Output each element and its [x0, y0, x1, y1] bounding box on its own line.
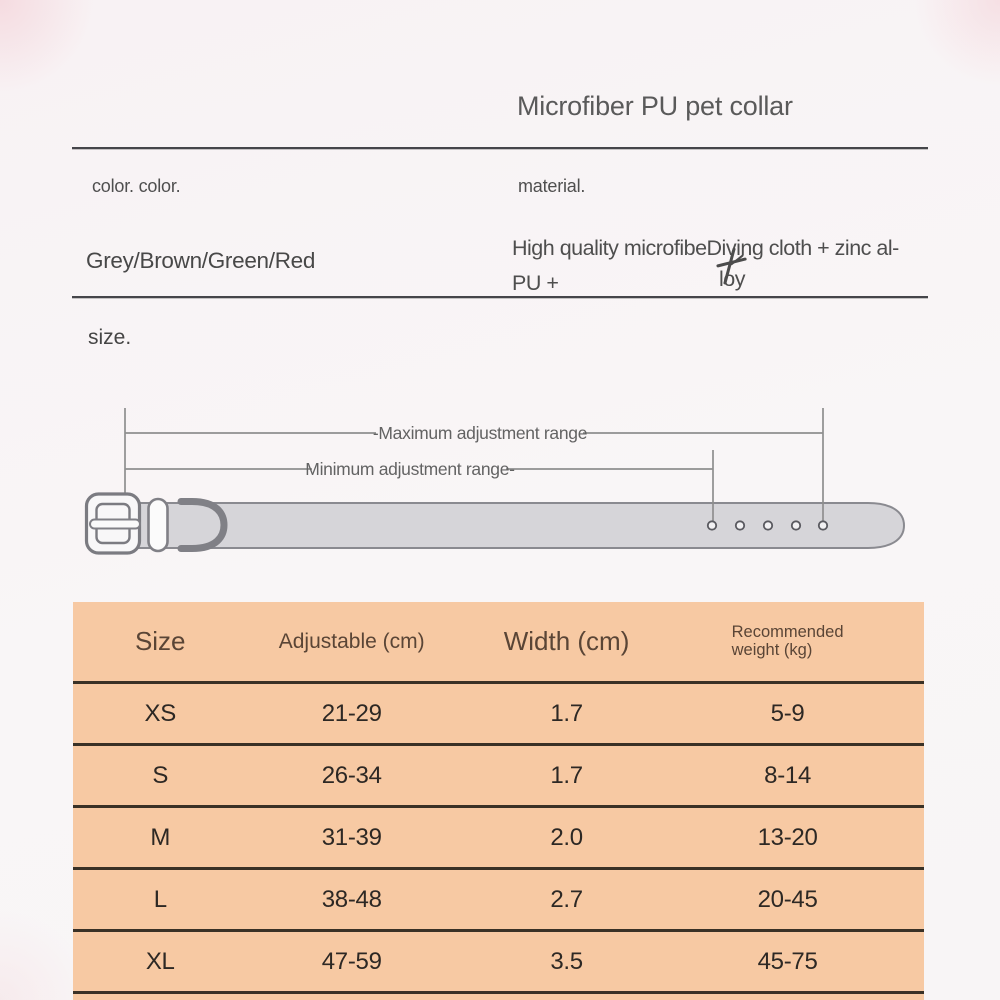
color-value: Grey/Brown/Green/Red [86, 248, 316, 273]
size-section-label: size. [88, 326, 132, 349]
cell-adjustable: 26-34 [321, 761, 382, 789]
belt-strap [109, 502, 906, 549]
belt-holes [706, 520, 829, 531]
max-range-label: -Maximum adjustment range [373, 423, 587, 443]
material-value: High quality microfibeDiving cloth + zin… [512, 231, 899, 301]
cell-weight: 5-9 [770, 699, 805, 727]
cell-adjustable: 31-39 [321, 823, 382, 851]
cell-size: S [152, 761, 169, 789]
belt-keeper-loop [147, 497, 169, 553]
cell-size: L [153, 885, 167, 913]
header-size: Size [134, 626, 186, 656]
min-range-label: Minimum adjustment range- [305, 459, 515, 479]
divider-top [72, 147, 928, 149]
measurement-guides [124, 408, 824, 522]
page-title: Microfiber PU pet collar [517, 91, 793, 121]
cell-size: M [150, 823, 171, 851]
header-weight: Recommended weight (kg) [677, 622, 924, 660]
size-table-header: Size Adjustable (cm) Width (cm) Recommen… [73, 602, 924, 684]
cell-adjustable: 21-29 [321, 699, 382, 727]
cell-size: XS [144, 699, 177, 727]
header-width: Width (cm) [503, 626, 630, 656]
belt-d-ring [177, 498, 228, 552]
header-weight-line1: Recommended [731, 622, 844, 641]
color-label: color. color. [92, 176, 181, 196]
cell-width: 1.7 [550, 699, 583, 727]
table-row-s: S 26-34 1.7 8-14 [73, 746, 924, 808]
cell-adjustable: 47-59 [321, 947, 382, 975]
cell-weight: 45-75 [757, 947, 818, 975]
material-value-line1: High quality microfibeDiving cloth + zin… [512, 236, 899, 260]
cell-weight: 20-45 [757, 885, 818, 913]
buckle-prong [89, 518, 141, 530]
table-row-xs: XS 21-29 1.7 5-9 [73, 684, 924, 746]
header-weight-line2: weight (kg) [731, 640, 813, 659]
cell-weight: 8-14 [764, 761, 811, 789]
collar-adjustment-diagram: -Maximum adjustment range Minimum adjust… [84, 408, 906, 555]
garbled-text-artifact [714, 246, 750, 288]
cell-size: XL [145, 947, 175, 975]
table-row-l: L 38-48 2.7 20-45 [73, 870, 924, 932]
header-adjustable: Adjustable (cm) [278, 629, 425, 653]
cell-width: 2.7 [550, 885, 583, 913]
cell-adjustable: 38-48 [321, 885, 382, 913]
cell-width: 2.0 [550, 823, 583, 851]
cell-weight: 13-20 [757, 823, 818, 851]
material-label: material. [518, 176, 586, 196]
table-row-xl: XL 47-59 3.5 45-75 [73, 932, 924, 994]
material-value-line2: PU + [512, 271, 559, 295]
size-table: Size Adjustable (cm) Width (cm) Recommen… [73, 602, 924, 1000]
cell-width: 3.5 [550, 947, 583, 975]
table-row-m: M 31-39 2.0 13-20 [73, 808, 924, 870]
cell-width: 1.7 [550, 761, 583, 789]
divider-middle [72, 296, 928, 298]
